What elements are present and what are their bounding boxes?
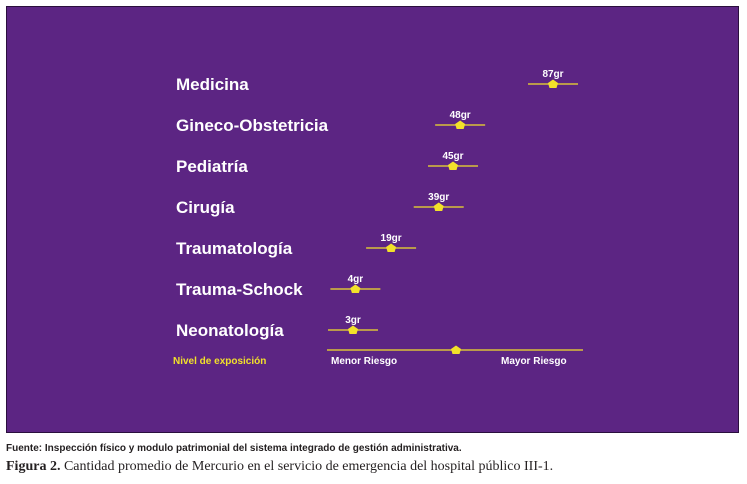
category-label: Trauma-Schock (176, 280, 303, 299)
data-point (433, 202, 444, 211)
figure-caption-text: Cantidad promedio de Mercurio en el serv… (60, 459, 554, 474)
data-point (348, 325, 358, 334)
value-label: 45gr (442, 151, 463, 162)
data-point (448, 161, 458, 170)
data-point (350, 284, 361, 293)
category-label: Gineco-Obstetricia (176, 116, 329, 135)
data-point (548, 79, 558, 88)
value-label: 3gr (345, 315, 361, 326)
category-label: Medicina (176, 75, 249, 94)
category-label: Pediatría (176, 157, 248, 176)
data-point (455, 120, 466, 129)
value-label: 4gr (348, 274, 364, 285)
category-label: Cirugía (176, 198, 235, 217)
figure-caption: Figura 2. Cantidad promedio de Mercurio … (6, 459, 553, 475)
axis-max-label: Mayor Riesgo (501, 356, 567, 367)
value-label: 48gr (450, 110, 471, 121)
data-point (386, 243, 397, 252)
figure-number: Figura 2. (6, 459, 61, 474)
exposure-chart: Medicina 87gr Gineco-Obstetricia 48gr Pediat… (173, 69, 583, 367)
axis-title: Nivel de exposición (173, 356, 266, 367)
axis-min-label: Menor Riesgo (331, 356, 397, 367)
category-label: Traumatología (176, 239, 293, 258)
value-label: 87gr (542, 69, 563, 80)
axis-midpoint-marker (451, 345, 461, 354)
source-note: Fuente: Inspección físico y modulo patri… (6, 443, 462, 454)
value-label: 39gr (428, 192, 449, 203)
value-label: 19gr (381, 233, 402, 244)
chart-panel: Medicina 87gr Gineco-Obstetricia 48gr Pediat… (6, 6, 739, 433)
category-label: Neonatología (176, 321, 284, 340)
